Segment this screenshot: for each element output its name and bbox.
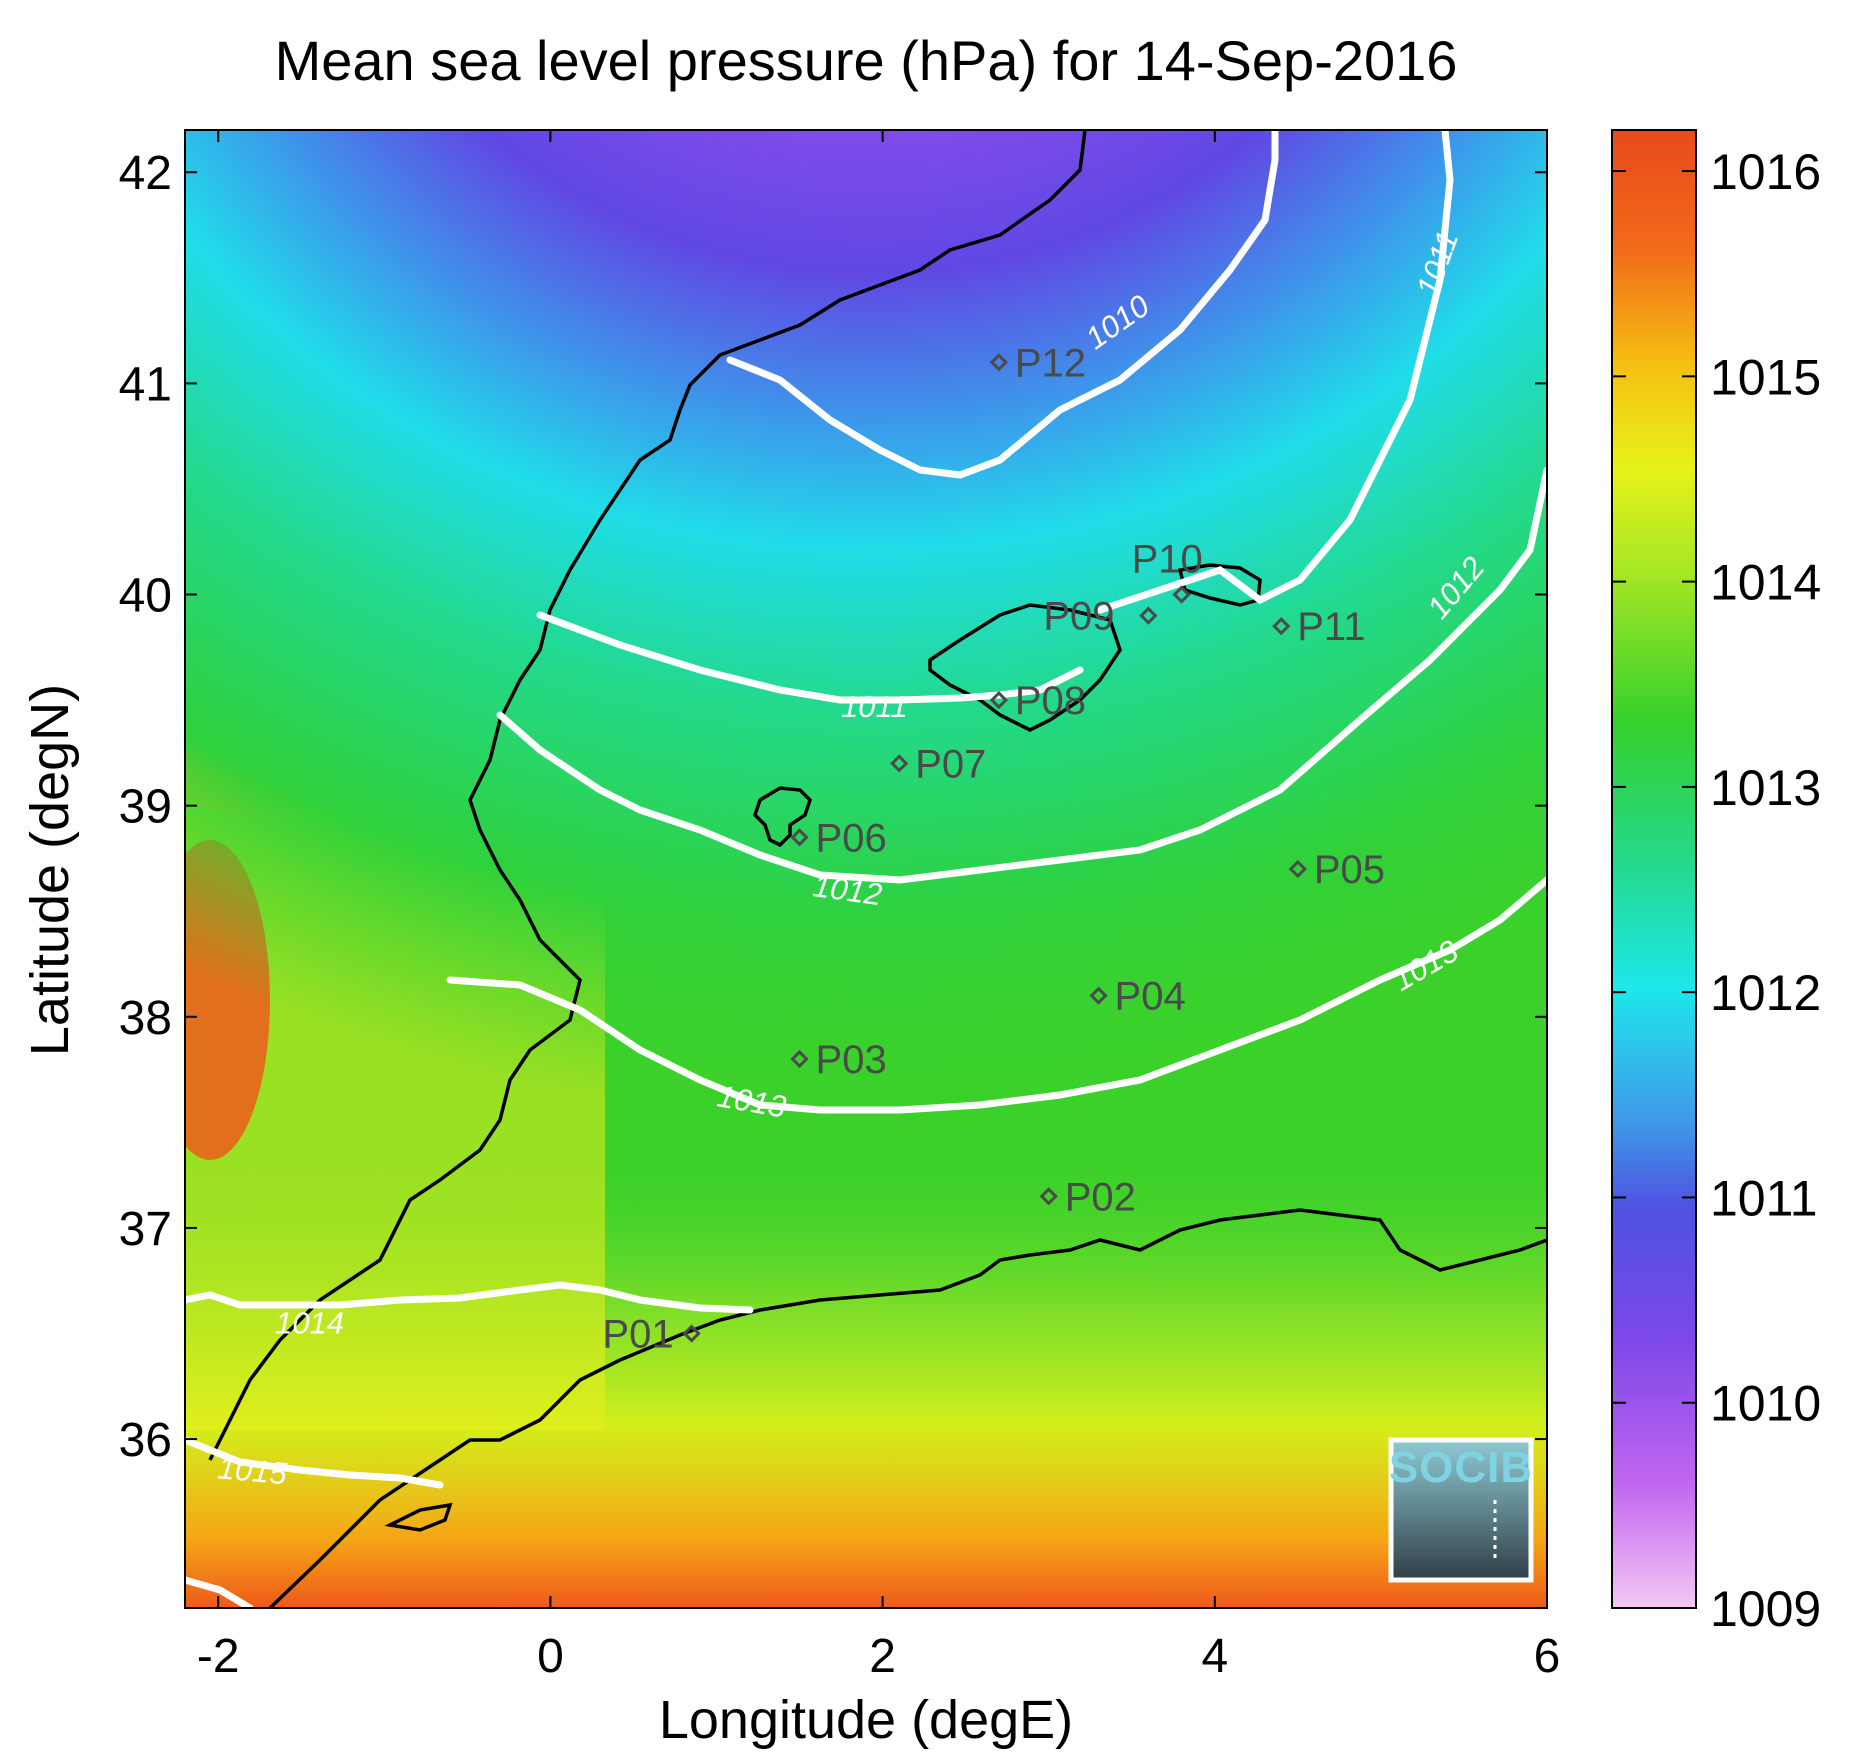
station-marker xyxy=(1288,859,1307,879)
station-label: P05 xyxy=(1314,848,1385,892)
station-p11: P11 xyxy=(1272,605,1365,649)
y-axis-label: Latitude (degN) xyxy=(20,684,80,1056)
y-tick-label: 38 xyxy=(119,992,172,1045)
x-tick-label: 2 xyxy=(869,1630,896,1683)
station-label: P03 xyxy=(816,1038,887,1082)
socib-logo: SOCIB xyxy=(1388,1437,1534,1583)
station-p06: P06 xyxy=(790,816,887,860)
isobar-1015 xyxy=(185,1436,444,1489)
x-tick-label: 6 xyxy=(1534,1630,1561,1683)
station-marker xyxy=(682,1324,701,1343)
contour-label: 1014 xyxy=(275,1306,344,1341)
station-marker xyxy=(989,690,1009,710)
figure-title: Mean sea level pressure (hPa) for 14-Sep… xyxy=(275,29,1458,92)
alboran-island-outline xyxy=(384,1502,453,1532)
station-p02: P02 xyxy=(1039,1175,1136,1219)
station-label: P09 xyxy=(1043,595,1114,639)
station-label: P10 xyxy=(1132,538,1203,582)
station-label: P12 xyxy=(1015,341,1086,385)
station-label: P02 xyxy=(1065,1175,1136,1219)
colorbar-tick-label: 1014 xyxy=(1710,555,1821,611)
station-label: P11 xyxy=(1297,605,1365,649)
station-p01: P01 xyxy=(602,1313,701,1357)
station-p08: P08 xyxy=(989,679,1086,723)
isobar-1014 xyxy=(185,1281,754,1314)
station-markers: P01 P02 P03 P04 P05 P06 P07 P08 P09 P10 P11 P12 xyxy=(602,341,1385,1356)
y-tick-label: 39 xyxy=(119,781,172,834)
isobar-1011-south xyxy=(536,611,1084,704)
contour-label: 1011 xyxy=(841,689,908,724)
x-axis-ticks: -2 0 2 4 6 xyxy=(197,130,1560,1683)
coastlines xyxy=(208,130,1547,1608)
colorbar-tick-label: 1016 xyxy=(1710,144,1821,200)
isobar-1016-corner xyxy=(185,1576,254,1608)
y-tick-label: 42 xyxy=(119,147,172,200)
y-tick-label: 40 xyxy=(119,570,172,623)
station-marker xyxy=(1139,606,1158,625)
colorbar-tick-label: 1015 xyxy=(1710,349,1821,405)
station-p03: P03 xyxy=(790,1038,887,1082)
station-marker xyxy=(790,1049,809,1069)
mallorca-outline xyxy=(928,603,1122,732)
y-tick-label: 37 xyxy=(119,1203,172,1256)
y-axis-ticks: 36 37 38 39 40 41 42 xyxy=(119,147,1547,1467)
station-label: P07 xyxy=(915,742,986,786)
isobars xyxy=(185,130,1547,1608)
iberian-coastline xyxy=(208,130,1087,1461)
colorbar-tick-label: 1013 xyxy=(1710,760,1821,816)
isobar-1013 xyxy=(446,876,1547,1114)
plot-frame xyxy=(184,129,1548,1609)
colorbar-tick-label: 1012 xyxy=(1710,965,1821,1021)
x-tick-label: 4 xyxy=(1201,1630,1228,1683)
contour-label: 1015 xyxy=(216,1450,289,1491)
station-label: P01 xyxy=(602,1313,673,1357)
northern-low-field xyxy=(185,130,1547,1200)
colorbar-tick-label: 1009 xyxy=(1710,1581,1821,1637)
colorbar-ticks: 1009 1010 1011 1012 1013 1014 1015 1016 xyxy=(1612,144,1821,1637)
colorbar-tick-label: 1011 xyxy=(1710,1170,1818,1226)
colorbar-tick-label: 1010 xyxy=(1710,1376,1821,1432)
isobar-1010 xyxy=(726,130,1279,479)
y-tick-label: 36 xyxy=(119,1414,172,1467)
station-marker xyxy=(1039,1187,1058,1206)
logo-frame xyxy=(1388,1437,1534,1583)
station-label: P04 xyxy=(1115,975,1186,1019)
colorbar: 1009 1010 1011 1012 1013 1014 1015 1016 xyxy=(1611,129,1821,1637)
station-marker xyxy=(1172,585,1191,604)
station-p07: P07 xyxy=(890,742,986,786)
x-axis-label: Longitude (degE) xyxy=(659,1690,1073,1750)
logo-text: SOCIB xyxy=(1389,1443,1533,1492)
station-label: P08 xyxy=(1015,679,1086,723)
station-marker xyxy=(989,353,1009,372)
y-tick-label: 41 xyxy=(119,358,172,411)
north-african-coastline xyxy=(268,1208,1547,1608)
station-label: P06 xyxy=(816,816,887,860)
station-p04: P04 xyxy=(1089,975,1186,1019)
colorbar-scale xyxy=(1611,129,1697,1609)
station-p10: P10 xyxy=(1132,538,1203,604)
station-p09: P09 xyxy=(1043,595,1158,639)
station-marker xyxy=(1272,617,1291,636)
station-marker xyxy=(890,754,909,773)
ibiza-outline xyxy=(752,786,813,848)
isobar-1012 xyxy=(496,466,1547,884)
station-p12: P12 xyxy=(989,341,1086,385)
x-tick-label: 0 xyxy=(537,1630,564,1683)
isobar-1011-north xyxy=(1096,130,1454,614)
x-tick-label: -2 xyxy=(197,1630,240,1683)
station-p05: P05 xyxy=(1288,848,1385,892)
station-marker xyxy=(790,828,809,847)
station-marker xyxy=(1089,986,1108,1005)
